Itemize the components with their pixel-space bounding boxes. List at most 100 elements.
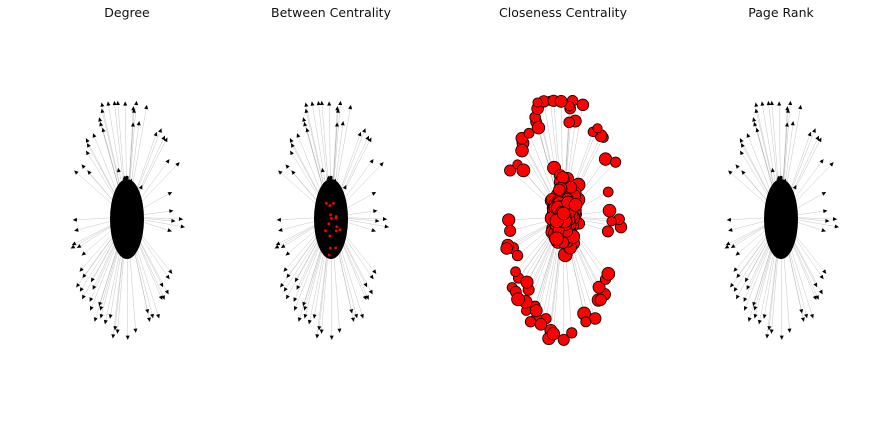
node <box>532 97 543 108</box>
edge <box>134 162 180 209</box>
panel-closeness-centrality: Closeness Centrality <box>458 0 668 433</box>
arrowhead <box>106 101 111 106</box>
arrowhead <box>818 289 823 295</box>
arrowhead <box>736 273 741 279</box>
arrowhead <box>159 282 164 288</box>
node <box>556 206 571 221</box>
arrowhead <box>335 193 340 198</box>
arrowhead <box>342 184 347 190</box>
node <box>114 230 119 234</box>
node <box>329 240 334 245</box>
arrowhead <box>739 138 744 143</box>
arrowhead <box>101 127 106 133</box>
arrowhead <box>146 317 151 322</box>
arrowhead <box>123 238 128 243</box>
arrowhead <box>744 277 749 283</box>
arrowhead <box>310 101 315 106</box>
arrowhead <box>382 217 388 222</box>
arrowhead <box>799 308 804 314</box>
arrowhead <box>134 198 139 204</box>
node <box>556 171 570 184</box>
arrowhead <box>327 238 332 243</box>
arrowhead <box>116 223 122 229</box>
arrowhead <box>813 282 818 288</box>
arrowhead <box>782 224 787 230</box>
node <box>515 143 529 158</box>
arrowhead <box>138 184 143 190</box>
panel-page-rank: Page Rank <box>676 0 886 433</box>
arrowhead <box>333 197 338 202</box>
arrowhead <box>319 100 324 106</box>
arrowhead <box>305 127 310 133</box>
node <box>322 219 327 223</box>
arrowhead <box>790 192 794 197</box>
arrowhead <box>121 234 126 239</box>
accent-node <box>328 204 332 207</box>
arrowhead <box>733 287 738 292</box>
arrowhead <box>785 106 790 111</box>
arrowhead <box>821 228 826 232</box>
arrowhead <box>175 162 180 167</box>
arrowhead <box>121 215 126 220</box>
arrowhead <box>728 227 733 232</box>
node <box>602 186 614 198</box>
node <box>137 203 142 207</box>
arrowhead <box>133 205 139 211</box>
network-graph-closeness-centrality <box>500 94 628 346</box>
arrowhead <box>112 100 117 106</box>
accent-node <box>332 201 335 205</box>
arrowhead <box>825 218 830 223</box>
arrowhead <box>92 285 97 290</box>
node <box>774 206 778 210</box>
arrowhead <box>316 100 321 106</box>
node <box>772 219 777 223</box>
node <box>318 216 322 221</box>
arrowhead <box>155 313 160 319</box>
arrowhead <box>123 101 128 106</box>
arrowhead <box>332 205 337 211</box>
node <box>531 121 546 135</box>
arrowhead <box>362 295 367 301</box>
arrowhead <box>792 220 798 224</box>
arrowhead <box>126 206 131 212</box>
arrowhead <box>781 220 785 226</box>
accent-node <box>329 217 333 220</box>
node <box>338 223 343 228</box>
node <box>592 123 603 134</box>
node <box>779 240 784 245</box>
arrowhead <box>779 190 784 195</box>
arrowhead <box>180 224 185 229</box>
arrowhead <box>770 208 775 213</box>
arrowhead <box>303 313 308 319</box>
arrowhead <box>276 217 281 222</box>
arrowhead <box>339 213 345 217</box>
arrowhead <box>753 306 758 311</box>
node <box>791 203 796 207</box>
arrowhead <box>280 282 285 288</box>
arrowhead <box>116 167 121 173</box>
edge <box>507 221 555 246</box>
arrowhead <box>286 294 290 300</box>
panel-between-centrality: Between Centrality <box>226 0 436 433</box>
arrowhead <box>832 217 838 222</box>
arrowhead <box>790 121 795 126</box>
arrowhead <box>326 175 331 180</box>
arrowhead <box>132 212 138 217</box>
arrowhead <box>286 273 291 279</box>
node <box>504 164 517 177</box>
node <box>520 275 534 289</box>
arrowhead <box>131 216 136 221</box>
node <box>783 239 788 244</box>
arrowhead <box>100 102 105 108</box>
arrowhead <box>338 198 343 204</box>
arrowhead <box>296 133 301 138</box>
arrowhead <box>120 194 125 199</box>
node <box>563 116 575 129</box>
arrowhead <box>332 224 337 230</box>
arrowhead <box>115 329 120 334</box>
arrowhead <box>762 314 767 319</box>
arrowhead <box>340 192 344 197</box>
arrowhead <box>776 175 781 180</box>
arrowhead <box>321 227 326 233</box>
node <box>780 237 784 241</box>
